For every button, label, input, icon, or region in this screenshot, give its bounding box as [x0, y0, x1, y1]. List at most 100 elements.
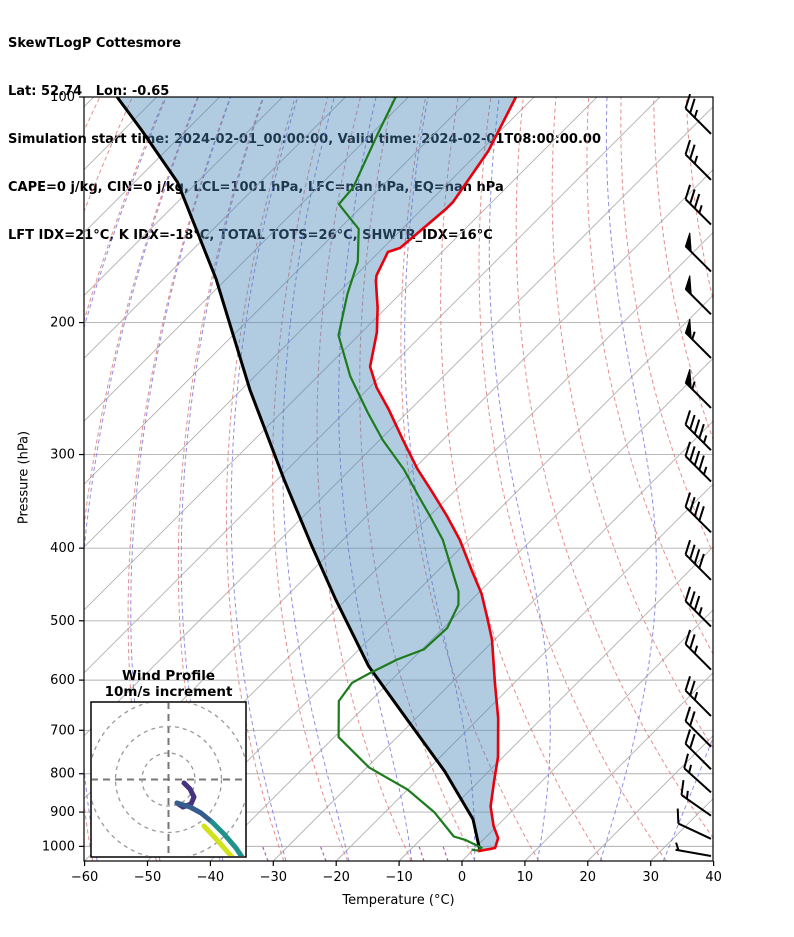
moist-adiabat-line — [180, 97, 265, 861]
wind-barbs — [675, 93, 712, 857]
wind-barb-full — [689, 680, 696, 696]
y-tick-label: 700 — [50, 723, 75, 738]
wind-barb-full — [698, 455, 705, 471]
wind-barb-full — [676, 808, 680, 824]
x-tick-label: −10 — [385, 870, 412, 885]
wind-barb-full — [684, 184, 692, 200]
wind-barb-full — [684, 706, 692, 722]
wind-barb-half — [693, 645, 699, 654]
dry-adiabat-line — [719, 97, 794, 861]
wind-barb-pennant — [684, 275, 692, 296]
wind-barb-full — [689, 711, 696, 727]
header-latlon: Lat: 52.74 Lon: -0.65 — [8, 84, 170, 99]
wind-barb-full — [684, 410, 692, 426]
x-tick-label: −20 — [322, 870, 349, 885]
wind-barb-staff — [677, 822, 712, 840]
wind-barb-half — [693, 155, 699, 164]
wind-barb-full — [693, 501, 701, 517]
y-tick-label: 100 — [50, 90, 75, 105]
temperature-curve — [368, 97, 518, 853]
isotherm-line — [650, 798, 713, 861]
hodograph-content — [92, 703, 245, 856]
moist-adiabat-line — [84, 97, 199, 861]
dry-adiabat-line — [586, 97, 713, 655]
dry-adiabat-line — [620, 97, 713, 554]
wind-barb-full — [689, 189, 696, 205]
dry-adiabat-line — [84, 97, 101, 132]
hodograph-title: Wind Profile — [122, 668, 215, 684]
dry-adiabat-line — [225, 97, 296, 861]
hodograph-subtitle: 10m/s increment — [105, 684, 233, 700]
y-tick-label: 800 — [50, 767, 75, 782]
isotherm-line — [398, 546, 713, 861]
moist-adiabat-line — [662, 736, 713, 861]
isotherm-line — [714, 97, 794, 861]
dry-adiabat-line — [272, 97, 349, 861]
x-tick-label: 20 — [580, 870, 597, 885]
wind-barb-full — [680, 780, 685, 796]
dry-adiabat-line — [440, 97, 603, 861]
wind-barb-half — [691, 381, 696, 390]
dewpoint-curve — [337, 97, 483, 852]
wind-barb-full — [689, 544, 696, 560]
hodograph-ring — [114, 725, 223, 834]
wind-barb-full — [698, 553, 705, 569]
dry-adiabat-line — [752, 97, 794, 861]
mixing-ratio-line — [261, 844, 269, 861]
wind-barb-full — [689, 496, 696, 512]
wind-barb-pennant — [684, 232, 692, 254]
wind-barb-full — [689, 98, 696, 114]
wind-barb-full — [693, 595, 701, 611]
plot-area — [84, 97, 794, 861]
dry-adiabat-line — [784, 97, 794, 861]
mixing-ratio-lines — [261, 844, 449, 861]
header-title: SkewTLogP Cottesmore — [8, 36, 182, 51]
parcel-curve — [115, 97, 482, 852]
wind-barb-full — [698, 423, 705, 439]
wind-barb-full — [689, 591, 696, 607]
wind-barb-pennant — [684, 319, 692, 340]
y-tick-label: 200 — [50, 316, 75, 331]
y-tick-label: 900 — [50, 805, 75, 820]
wind-barb-half — [693, 691, 699, 701]
wind-barb-staff — [675, 848, 712, 857]
isotherm-line — [461, 609, 713, 861]
wind-barb-full — [698, 506, 705, 521]
header-cape-line: CAPE=0 j/kg, CIN=0 j/kg, LCL=1001 hPa, L… — [8, 180, 504, 195]
wind-barb-full — [684, 629, 692, 645]
hodograph-trace-segment — [201, 823, 235, 856]
wind-barb-full — [689, 733, 696, 749]
wind-barb-half — [693, 109, 699, 118]
isotherm-line — [84, 106, 713, 737]
dry-adiabat-line — [653, 97, 713, 441]
y-tick-label: 1000 — [42, 839, 75, 854]
wind-barb-half — [702, 466, 708, 475]
moist-adiabat-line — [488, 97, 551, 861]
wind-barb-full — [684, 492, 692, 508]
wind-barb-half — [702, 435, 708, 444]
dry-adiabat-line — [177, 97, 264, 861]
isotherm-line — [84, 97, 220, 234]
isotherm-line — [84, 97, 346, 360]
isotherm-line — [84, 97, 283, 297]
wind-barb-half — [691, 331, 696, 340]
wind-barb-full — [689, 446, 696, 462]
wind-barb-full — [684, 675, 692, 691]
x-tick-label: −40 — [197, 870, 224, 885]
wind-barb-full — [693, 549, 701, 564]
mixing-ratio-line — [418, 845, 425, 861]
wind-barb-full — [684, 139, 692, 155]
wind-barb-half — [698, 606, 703, 616]
isotherm-line — [84, 97, 661, 674]
wind-barb-full — [693, 193, 701, 209]
hodograph-trace-segment — [209, 819, 245, 856]
wind-barb-pennant — [684, 369, 692, 390]
isotherm-line — [84, 97, 95, 108]
dry-adiabat-line — [551, 97, 713, 749]
wind-barb-full — [683, 753, 689, 769]
wind-barb-full — [684, 586, 692, 602]
isotherm-line — [84, 97, 598, 611]
